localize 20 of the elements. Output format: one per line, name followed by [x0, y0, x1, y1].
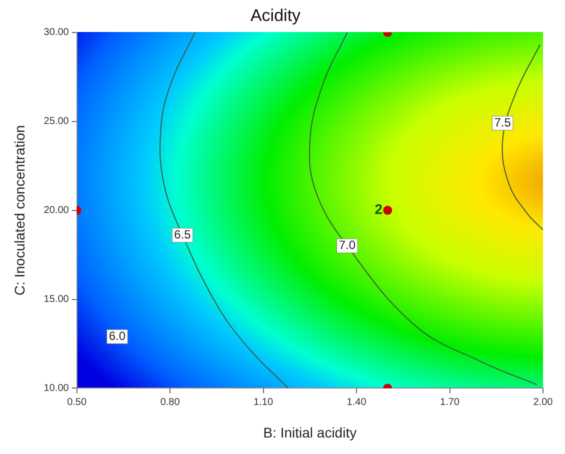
line-series [308, 32, 538, 386]
y-tick-label: 20.00 [44, 205, 70, 216]
x-tick-label: 0.80 [160, 396, 180, 408]
x-tick-label: 2.00 [533, 396, 554, 408]
annotation: 2 [374, 201, 383, 218]
point [383, 206, 392, 215]
y-tick-label: 30.00 [44, 27, 70, 38]
y-axis-title: C: Inoculated concentration [11, 125, 28, 296]
x-tick-label: 1.40 [346, 396, 367, 408]
annotation: 7.5 [494, 115, 512, 130]
x-axis-title: B: Initial acidity [263, 424, 357, 440]
x-tick-label: 1.10 [254, 396, 274, 408]
chart-title: Acidity [250, 6, 302, 25]
x-tick-label: 1.70 [440, 396, 460, 408]
line-series [160, 32, 289, 388]
y-tick-label: 25.00 [44, 116, 70, 128]
x-tick-label: 0.50 [67, 396, 87, 408]
y-tick-label: 10.00 [44, 382, 70, 394]
y-tick-label: 15.00 [44, 294, 70, 305]
annotation: 6.0 [108, 328, 126, 343]
